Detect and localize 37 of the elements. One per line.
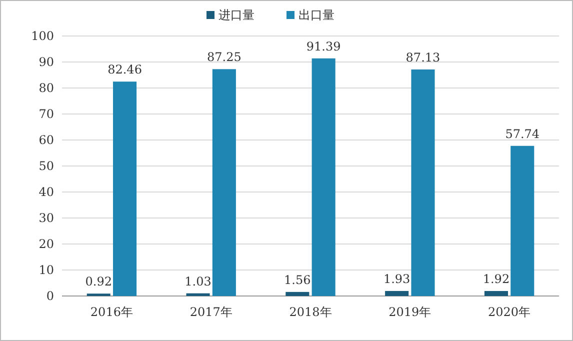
y-tick-label: 40 [38,185,54,200]
data-label: 91.39 [306,39,341,54]
y-tick-label: 90 [38,55,54,70]
y-tick-label: 50 [38,159,54,174]
data-label: 1.93 [383,272,410,286]
data-label: 87.13 [406,50,440,64]
bar [411,69,435,296]
bar [212,69,236,296]
x-tick-label: 2019年 [388,305,432,319]
data-label: 1.03 [184,274,212,288]
y-tick-label: 10 [38,263,54,278]
bar [484,291,508,296]
y-tick-label: 60 [38,133,54,148]
y-tick-label: 0 [46,289,54,304]
bar [286,292,310,296]
bar [385,290,409,296]
data-label: 57.74 [505,126,540,141]
bar [186,293,210,296]
legend-label: 出口量 [298,8,334,22]
x-tick-label: 2018年 [289,305,332,319]
data-label: 0.92 [85,274,112,289]
y-tick-label: 20 [38,237,54,252]
data-label: 1.92 [482,272,510,286]
y-tick-label: 30 [38,211,54,226]
bar [510,146,534,296]
legend-label: 进口量 [218,8,254,22]
bar [312,58,336,296]
bar [113,82,137,296]
y-tick-label: 70 [38,107,54,122]
x-tick-label: 2017年 [190,305,232,319]
data-label: 82.46 [108,62,142,77]
x-tick-label: 2016年 [90,305,133,319]
y-tick-label: 80 [38,81,54,96]
x-tick-label: 2020年 [488,305,531,319]
data-label: 1.56 [284,272,311,287]
data-label: 87.25 [207,50,242,64]
y-tick-label: 100 [31,29,54,44]
